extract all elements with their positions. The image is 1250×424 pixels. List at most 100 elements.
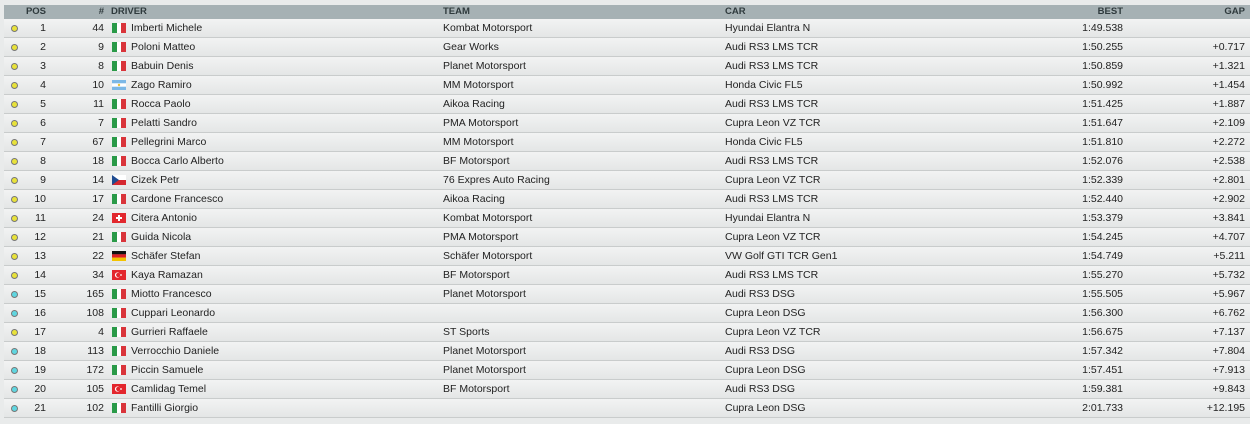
car-model: Audi RS3 DSG [725, 383, 796, 395]
car-number: 7 [98, 117, 104, 129]
gap: +2.902 [1212, 193, 1245, 205]
table-row[interactable]: 16 108 Cuppari Leonardo Cupra Leon DSG 1… [4, 304, 1250, 323]
table-row[interactable]: 13 22 Schäfer Stefan Schäfer Motorsport … [4, 247, 1250, 266]
gap: +1.454 [1212, 79, 1245, 91]
team-name: MM Motorsport [443, 79, 514, 91]
position: 7 [40, 136, 46, 148]
position: 17 [34, 326, 46, 338]
car-model: Cupra Leon VZ TCR [725, 231, 821, 243]
position: 21 [34, 402, 46, 414]
team-name: PMA Motorsport [443, 231, 519, 243]
header-driver[interactable]: DRIVER [111, 6, 147, 17]
car-model: VW Golf GTI TCR Gen1 [725, 250, 838, 262]
team-name: Schäfer Motorsport [443, 250, 533, 262]
table-row[interactable]: 4 10 Zago Ramiro MM Motorsport Honda Civ… [4, 76, 1250, 95]
flag-italy-icon [112, 137, 126, 147]
car-number: 44 [92, 22, 104, 34]
header-team[interactable]: TEAM [443, 6, 470, 17]
team-name: Planet Motorsport [443, 60, 526, 72]
car-number: 22 [92, 250, 104, 262]
team-name: Aikoa Racing [443, 193, 505, 205]
table-row[interactable]: 14 34 Kaya Ramazan BF Motorsport Audi RS… [4, 266, 1250, 285]
table-row[interactable]: 20 105 Camlidag Temel BF Motorsport Audi… [4, 380, 1250, 399]
header-car[interactable]: CAR [725, 6, 746, 17]
table-row[interactable]: 1 44 Imberti Michele Kombat Motorsport H… [4, 19, 1250, 38]
position: 6 [40, 117, 46, 129]
car-number: 4 [98, 326, 104, 338]
driver-name: Zago Ramiro [131, 79, 192, 91]
table-row[interactable]: 5 11 Rocca Paolo Aikoa Racing Audi RS3 L… [4, 95, 1250, 114]
best-lap: 1:55.505 [1082, 288, 1123, 300]
position: 12 [34, 231, 46, 243]
car-number: 17 [92, 193, 104, 205]
status-dot-icon [11, 405, 18, 412]
best-lap: 1:54.245 [1082, 231, 1123, 243]
position: 11 [35, 212, 46, 224]
car-model: Hyundai Elantra N [725, 212, 811, 224]
header-number[interactable]: # [98, 6, 104, 17]
header-pos[interactable]: POS [25, 6, 46, 17]
header-best[interactable]: BEST [1097, 6, 1123, 17]
flag-italy-icon [112, 118, 126, 128]
gap: +0.717 [1212, 41, 1245, 53]
team-name: PMA Motorsport [443, 117, 519, 129]
table-row[interactable]: 10 17 Cardone Francesco Aikoa Racing Aud… [4, 190, 1250, 209]
team-name: BF Motorsport [443, 155, 510, 167]
best-lap: 1:56.300 [1082, 307, 1123, 319]
position: 1 [40, 22, 46, 34]
best-lap: 1:56.675 [1082, 326, 1123, 338]
gap: +3.841 [1212, 212, 1245, 224]
gap: +7.137 [1212, 326, 1245, 338]
table-row[interactable]: 17 4 Gurrieri Raffaele ST Sports Cupra L… [4, 323, 1250, 342]
table-row[interactable]: 11 24 Citera Antonio Kombat Motorsport H… [4, 209, 1250, 228]
best-lap: 1:51.647 [1082, 117, 1123, 129]
table-row[interactable]: 7 67 Pellegrini Marco MM Motorsport Hond… [4, 133, 1250, 152]
header-gap[interactable]: GAP [1224, 6, 1245, 17]
table-row[interactable]: 19 172 Piccin Samuele Planet Motorsport … [4, 361, 1250, 380]
table-row[interactable]: 9 14 Cizek Petr 76 Expres Auto Racing Cu… [4, 171, 1250, 190]
car-model: Cupra Leon VZ TCR [725, 117, 821, 129]
best-lap: 1:57.451 [1082, 364, 1123, 376]
best-lap: 1:53.379 [1082, 212, 1123, 224]
driver-name: Imberti Michele [131, 22, 203, 34]
position: 15 [34, 288, 46, 300]
table-row[interactable]: 18 113 Verrocchio Daniele Planet Motorsp… [4, 342, 1250, 361]
car-number: 14 [92, 174, 104, 186]
gap: +7.804 [1212, 345, 1245, 357]
table-row[interactable]: 6 7 Pelatti Sandro PMA Motorsport Cupra … [4, 114, 1250, 133]
team-name: Kombat Motorsport [443, 212, 533, 224]
gap: +6.762 [1212, 307, 1245, 319]
car-number: 67 [92, 136, 104, 148]
driver-name: Kaya Ramazan [131, 269, 203, 281]
status-dot-icon [11, 196, 18, 203]
team-name: BF Motorsport [443, 269, 510, 281]
table-row[interactable]: 21 102 Fantilli Giorgio Cupra Leon DSG 2… [4, 399, 1250, 418]
gap: +1.887 [1212, 98, 1245, 110]
status-dot-icon [11, 291, 18, 298]
flag-italy-icon [112, 61, 126, 71]
car-number: 24 [92, 212, 104, 224]
table-row[interactable]: 15 165 Miotto Francesco Planet Motorspor… [4, 285, 1250, 304]
flag-italy-icon [112, 23, 126, 33]
car-number: 172 [86, 364, 104, 376]
table-row[interactable]: 12 21 Guida Nicola PMA Motorsport Cupra … [4, 228, 1250, 247]
driver-name: Poloni Matteo [131, 41, 196, 53]
driver-name: Guida Nicola [131, 231, 192, 243]
table-row[interactable]: 2 9 Poloni Matteo Gear Works Audi RS3 LM… [4, 38, 1250, 57]
table-row[interactable]: 3 8 Babuin Denis Planet Motorsport Audi … [4, 57, 1250, 76]
team-name: Planet Motorsport [443, 345, 526, 357]
driver-name: Verrocchio Daniele [131, 345, 220, 357]
gap: +2.272 [1212, 136, 1245, 148]
flag-argentina-icon [112, 80, 126, 90]
flag-italy-icon [112, 327, 126, 337]
status-dot-icon [11, 329, 18, 336]
table-row[interactable]: 8 18 Bocca Carlo Alberto BF Motorsport A… [4, 152, 1250, 171]
car-model: Honda Civic FL5 [725, 79, 803, 91]
car-model: Hyundai Elantra N [725, 22, 811, 34]
car-model: Audi RS3 LMS TCR [725, 60, 819, 72]
status-dot-icon [11, 310, 18, 317]
position: 20 [34, 383, 46, 395]
status-dot-icon [11, 120, 18, 127]
gap: +5.211 [1213, 250, 1245, 262]
best-lap: 2:01.733 [1082, 402, 1123, 414]
